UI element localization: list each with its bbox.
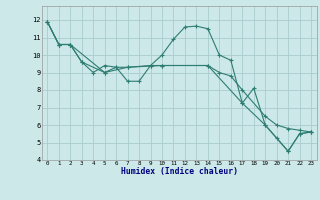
X-axis label: Humidex (Indice chaleur): Humidex (Indice chaleur) [121,167,238,176]
